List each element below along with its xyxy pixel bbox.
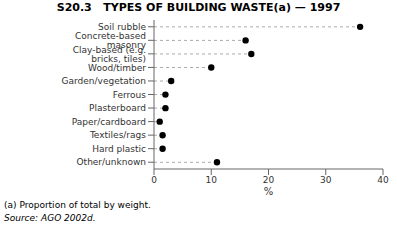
svg-text:40: 40	[377, 175, 389, 185]
svg-text:Hard plastic: Hard plastic	[92, 144, 146, 154]
svg-text:20: 20	[263, 175, 275, 185]
svg-text:Plasterboard: Plasterboard	[89, 103, 146, 113]
svg-text:Textiles/rags: Textiles/rags	[89, 130, 146, 140]
svg-text:0: 0	[151, 175, 157, 185]
svg-text:%: %	[264, 186, 274, 197]
svg-text:Other/unknown: Other/unknown	[77, 157, 146, 167]
svg-text:10: 10	[206, 175, 218, 185]
svg-text:Wood/timber: Wood/timber	[88, 63, 146, 73]
svg-text:Paper/cardboard: Paper/cardboard	[72, 117, 146, 127]
svg-text:Clay-based (e.g.bricks, tiles): Clay-based (e.g.bricks, tiles)	[73, 45, 146, 64]
svg-text:Ferrous: Ferrous	[113, 90, 146, 100]
svg-text:30: 30	[320, 175, 332, 185]
svg-text:Garden/vegetation: Garden/vegetation	[62, 76, 146, 86]
